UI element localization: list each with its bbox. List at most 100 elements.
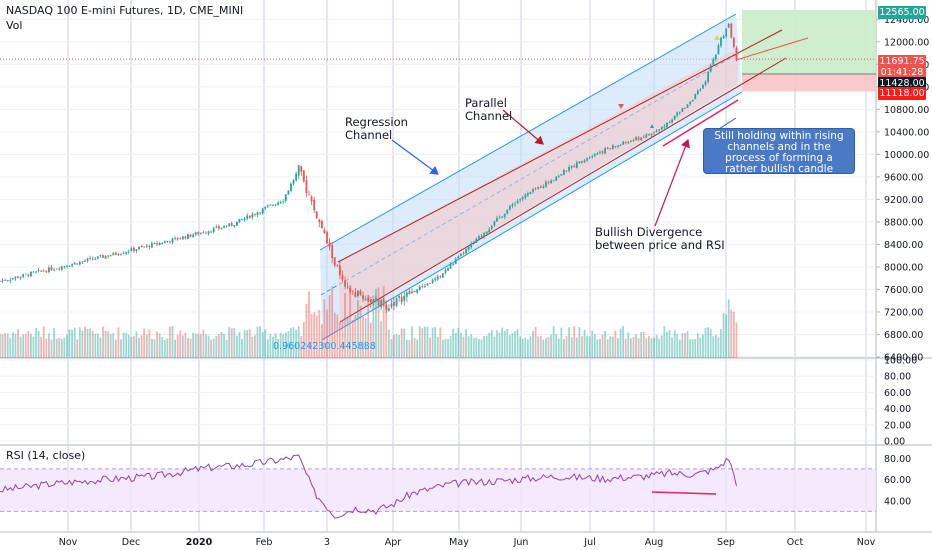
x-tick-label: Dec <box>122 537 140 548</box>
candle-body <box>37 270 40 271</box>
volume-bar <box>351 320 354 358</box>
candle-body <box>344 280 346 287</box>
candle-body <box>478 236 480 239</box>
volume-bar <box>241 338 243 358</box>
volume-bar <box>0 333 1 358</box>
price-label-target: 12565.00 <box>878 6 926 19</box>
y-tick-label: 6400.00 <box>884 353 923 364</box>
candle-body <box>550 180 552 183</box>
candle-body <box>11 278 14 280</box>
volume-bar <box>179 330 182 358</box>
volume-bar <box>66 334 68 358</box>
indicator-tick-label: 0.00 <box>884 437 905 448</box>
volume-bar <box>478 339 480 358</box>
candle-body <box>532 189 534 192</box>
volume-bar <box>660 335 663 358</box>
volume-bar <box>709 329 712 358</box>
symbol-title[interactable]: NASDAQ 100 E-mini Futures, 1D, CME_MINI <box>6 4 244 17</box>
candle-body <box>447 268 449 271</box>
volume-bar <box>611 336 614 358</box>
target-zone <box>742 10 876 74</box>
rsi-title[interactable]: RSI (14, close) <box>6 449 86 462</box>
candle-body <box>516 200 519 204</box>
volume-bar <box>274 333 277 358</box>
candle-body <box>94 258 97 260</box>
candle-body <box>714 54 717 60</box>
candle-body <box>436 276 439 280</box>
candle-body <box>122 253 125 255</box>
volume-bar <box>210 339 213 358</box>
candle-body <box>586 158 588 161</box>
volume-label[interactable]: Vol <box>6 19 23 32</box>
candle-body <box>279 202 282 204</box>
volume-bar <box>143 328 146 358</box>
y-tick-label: 8000.00 <box>884 262 923 273</box>
volume-bar <box>707 327 710 358</box>
volume-bar <box>642 331 645 358</box>
volume-bar <box>712 336 715 358</box>
volume-bar <box>122 332 125 358</box>
candle-body <box>426 283 429 286</box>
volume-bar <box>207 335 210 358</box>
target-projection-line <box>735 37 809 61</box>
volume-bar <box>460 332 462 358</box>
candle-body <box>508 205 511 210</box>
candle-body <box>187 234 189 239</box>
candle-body <box>681 108 684 112</box>
candle-body <box>727 23 730 28</box>
candle-body <box>472 242 475 244</box>
y-tick-label: 7600.00 <box>884 285 923 296</box>
price-divergence-line <box>662 99 739 147</box>
candle-body <box>207 231 210 234</box>
volume-bar <box>480 339 483 358</box>
volume-bar <box>53 327 55 358</box>
volume-bar <box>297 326 300 358</box>
candle-body <box>254 213 256 215</box>
volume-bar <box>81 330 84 358</box>
candle-body <box>650 133 653 136</box>
parallel-channel-label: Parallel Channel <box>465 97 512 123</box>
volume-bar <box>516 329 519 358</box>
candle-body <box>578 161 581 164</box>
indicator-tick-label: 20.00 <box>884 420 911 431</box>
analysis-note[interactable]: Still holding within rising channels and… <box>703 128 855 175</box>
candle-body <box>712 58 715 65</box>
candle-body <box>4 279 7 281</box>
volume-bar <box>519 336 522 358</box>
volume-bar <box>310 314 313 358</box>
volume-bar <box>470 334 473 358</box>
volume-bar <box>727 299 730 358</box>
volume-bar <box>442 339 444 358</box>
candle-body <box>609 148 612 150</box>
volume-bar <box>199 334 202 358</box>
bullish-divergence-label: Bullish Divergence between price and RSI <box>595 226 725 252</box>
candle-body <box>42 270 45 272</box>
volume-bar <box>475 337 478 358</box>
volume-bar <box>163 339 166 358</box>
candle-body <box>331 245 334 259</box>
volume-bar <box>78 327 81 358</box>
candle-body <box>560 174 563 176</box>
candle-body <box>133 247 135 251</box>
volume-bar <box>506 328 509 358</box>
volume-bar <box>725 314 728 358</box>
candle-body <box>290 183 292 191</box>
volume-bar <box>27 330 30 358</box>
volume-bar <box>547 337 550 358</box>
volume-bar <box>653 337 655 358</box>
candle-body <box>660 126 663 130</box>
volume-bar <box>447 339 449 358</box>
volume-bars <box>0 285 738 358</box>
candle-body <box>89 258 92 259</box>
candle-body <box>563 170 565 175</box>
candle-body <box>676 112 679 116</box>
candle-body <box>66 266 68 268</box>
volume-bar <box>586 335 588 358</box>
volume-bar <box>35 327 37 358</box>
indicator-tick-label: 60.00 <box>884 388 911 399</box>
candle-body <box>328 242 331 247</box>
volume-bar <box>30 333 32 358</box>
volume-bar <box>524 337 527 358</box>
candle-body <box>611 145 614 149</box>
volume-bar <box>599 338 601 358</box>
